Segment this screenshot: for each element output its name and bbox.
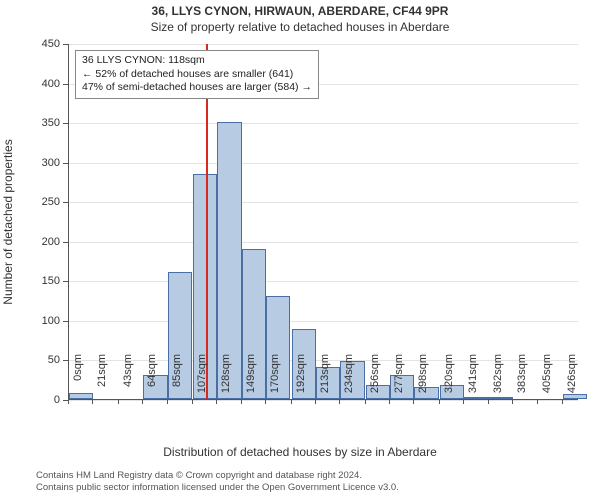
gridline bbox=[69, 44, 578, 45]
x-tick-label: 234sqm bbox=[343, 354, 355, 404]
y-tick bbox=[63, 44, 69, 45]
y-tick-label: 200 bbox=[24, 236, 60, 248]
x-tick bbox=[488, 399, 489, 404]
x-tick-label: 320sqm bbox=[443, 354, 455, 404]
x-tick bbox=[68, 399, 69, 404]
y-tick-label: 400 bbox=[24, 78, 60, 90]
x-tick bbox=[167, 399, 168, 404]
y-tick-label: 450 bbox=[24, 38, 60, 50]
y-tick bbox=[63, 242, 69, 243]
x-axis-label: Distribution of detached houses by size … bbox=[0, 445, 600, 459]
y-axis-label: Number of detached properties bbox=[1, 139, 15, 304]
gridline bbox=[69, 321, 578, 322]
x-tick-label: 85sqm bbox=[171, 354, 183, 404]
x-tick bbox=[265, 399, 266, 404]
gridline bbox=[69, 281, 578, 282]
y-tick bbox=[63, 321, 69, 322]
title-line-1: 36, LLYS CYNON, HIRWAUN, ABERDARE, CF44 … bbox=[0, 4, 600, 18]
x-tick-label: 21sqm bbox=[96, 354, 108, 404]
x-tick bbox=[463, 399, 464, 404]
x-tick bbox=[339, 399, 340, 404]
plot-area: 36 LLYS CYNON: 118sqm← 52% of detached h… bbox=[68, 44, 578, 400]
x-tick-label: 43sqm bbox=[122, 354, 134, 404]
x-tick-label: 362sqm bbox=[492, 354, 504, 404]
x-tick-label: 213sqm bbox=[319, 354, 331, 404]
gridline bbox=[69, 202, 578, 203]
x-tick-label: 405sqm bbox=[541, 354, 553, 404]
annotation-box: 36 LLYS CYNON: 118sqm← 52% of detached h… bbox=[75, 50, 319, 99]
x-tick bbox=[413, 399, 414, 404]
annotation-line-3: 47% of semi-detached houses are larger (… bbox=[82, 81, 312, 95]
x-tick-label: 383sqm bbox=[516, 354, 528, 404]
title-line-2: Size of property relative to detached ho… bbox=[0, 20, 600, 34]
annotation-line-1: 36 LLYS CYNON: 118sqm bbox=[82, 54, 312, 68]
x-tick-label: 107sqm bbox=[196, 354, 208, 404]
x-tick bbox=[291, 399, 292, 404]
x-tick bbox=[537, 399, 538, 404]
y-tick-label: 100 bbox=[24, 315, 60, 327]
x-tick-label: 64sqm bbox=[146, 354, 158, 404]
x-tick-label: 298sqm bbox=[417, 354, 429, 404]
annotation-line-2: ← 52% of detached houses are smaller (64… bbox=[82, 68, 312, 82]
gridline bbox=[69, 163, 578, 164]
x-tick bbox=[192, 399, 193, 404]
gridline bbox=[69, 242, 578, 243]
attribution-line-2: Contains public sector information licen… bbox=[36, 482, 399, 494]
x-tick bbox=[562, 399, 563, 404]
attribution-line-1: Contains HM Land Registry data © Crown c… bbox=[36, 470, 399, 482]
y-tick-label: 0 bbox=[24, 394, 60, 406]
y-tick bbox=[63, 202, 69, 203]
x-tick-label: 192sqm bbox=[295, 354, 307, 404]
y-tick-label: 350 bbox=[24, 117, 60, 129]
x-tick-label: 277sqm bbox=[393, 354, 405, 404]
y-tick-label: 50 bbox=[24, 354, 60, 366]
y-tick bbox=[63, 84, 69, 85]
y-tick-label: 300 bbox=[24, 157, 60, 169]
x-tick-label: 341sqm bbox=[467, 354, 479, 404]
x-tick-label: 426sqm bbox=[566, 354, 578, 404]
x-tick bbox=[365, 399, 366, 404]
y-tick-label: 150 bbox=[24, 275, 60, 287]
y-tick bbox=[63, 123, 69, 124]
x-tick-label: 149sqm bbox=[245, 354, 257, 404]
attribution-text: Contains HM Land Registry data © Crown c… bbox=[36, 470, 399, 494]
chart-container: 36, LLYS CYNON, HIRWAUN, ABERDARE, CF44 … bbox=[0, 0, 600, 500]
x-tick bbox=[512, 399, 513, 404]
x-tick bbox=[241, 399, 242, 404]
x-tick bbox=[216, 399, 217, 404]
x-tick bbox=[142, 399, 143, 404]
y-tick bbox=[63, 281, 69, 282]
y-tick bbox=[63, 163, 69, 164]
x-tick-label: 170sqm bbox=[269, 354, 281, 404]
y-tick bbox=[63, 360, 69, 361]
x-tick-label: 256sqm bbox=[369, 354, 381, 404]
x-tick bbox=[439, 399, 440, 404]
gridline bbox=[69, 123, 578, 124]
x-tick-label: 0sqm bbox=[72, 354, 84, 404]
x-tick bbox=[315, 399, 316, 404]
x-tick bbox=[118, 399, 119, 404]
x-tick bbox=[92, 399, 93, 404]
x-tick-label: 128sqm bbox=[220, 354, 232, 404]
y-tick-label: 250 bbox=[24, 196, 60, 208]
x-tick bbox=[389, 399, 390, 404]
